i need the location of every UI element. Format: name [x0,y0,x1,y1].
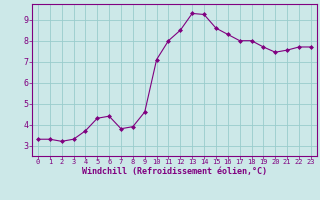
X-axis label: Windchill (Refroidissement éolien,°C): Windchill (Refroidissement éolien,°C) [82,167,267,176]
